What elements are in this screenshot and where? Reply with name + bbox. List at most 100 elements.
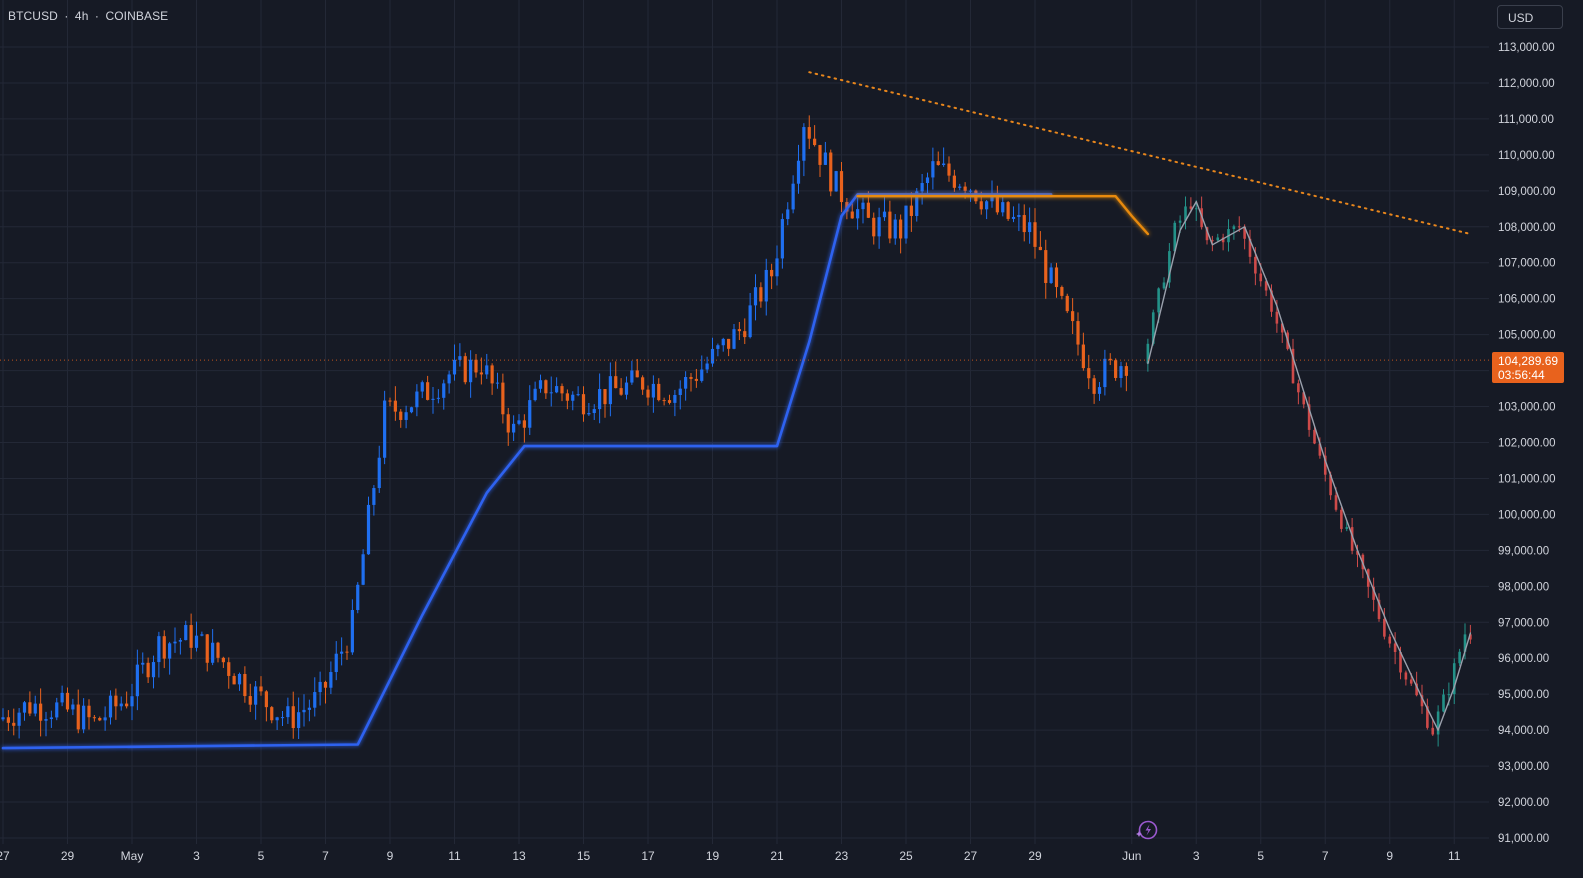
projection-candle-body	[1173, 222, 1177, 252]
candle-body	[1028, 222, 1032, 233]
candle-body	[399, 411, 403, 420]
candle-body	[162, 636, 166, 659]
candle-body	[807, 127, 811, 139]
projection-candle-body	[1307, 404, 1311, 430]
candle-body	[307, 707, 311, 710]
time-tick-label: 3	[193, 849, 200, 863]
candle-body	[963, 186, 967, 191]
candle-body	[565, 393, 569, 401]
time-axis: 27 29 May 3 5 7 9 11 13 15 17 19 21 23 25 27 29 Jun 3 5 7 9 11	[0, 849, 1461, 863]
time-tick-label: 9	[1386, 849, 1393, 863]
candle-body	[694, 378, 698, 381]
projection-candle-body	[1243, 226, 1246, 239]
candle-body	[716, 345, 720, 349]
candle-body	[829, 152, 833, 192]
candle-body	[662, 400, 666, 402]
price-tick-label: 91,000.00	[1498, 833, 1549, 845]
candle-body	[877, 217, 881, 237]
candle-body	[920, 183, 924, 192]
projection-candle-body	[1388, 636, 1392, 644]
candle-body	[44, 719, 48, 721]
candle-body	[431, 398, 435, 400]
candle-body	[189, 625, 193, 648]
sparkle-bolt-icon[interactable]	[1134, 818, 1160, 842]
candle-body	[1011, 216, 1016, 219]
candle-body	[108, 695, 113, 718]
projection-candle-body	[1291, 348, 1295, 384]
candle-body	[65, 692, 70, 710]
price-tick-label: 97,000.00	[1498, 617, 1549, 629]
price-tick-label: 108,000.00	[1498, 222, 1556, 234]
projection-candle-body	[1340, 509, 1343, 529]
candle-body	[571, 394, 575, 401]
candle-body	[506, 414, 510, 433]
candle-body	[915, 191, 919, 216]
price-tick-label: 102,000.00	[1498, 438, 1556, 450]
candle-body	[780, 219, 784, 259]
candle-body	[1119, 366, 1123, 378]
projection-candle-body	[1431, 727, 1435, 735]
projection-candle-body	[1248, 238, 1252, 257]
candle-body	[592, 409, 596, 414]
candle-body	[834, 171, 838, 192]
candle-body	[888, 211, 892, 239]
candle-body	[248, 696, 252, 705]
candle-body	[420, 382, 424, 392]
candle-body	[533, 388, 537, 401]
projection-candle-body	[1189, 206, 1193, 209]
candle-body	[227, 662, 231, 676]
projection-candle-body	[1237, 226, 1241, 228]
price-tick-label: 95,000.00	[1498, 689, 1549, 701]
candle-body	[823, 152, 827, 165]
projection-candle-body	[1356, 550, 1359, 555]
candle-body	[302, 709, 306, 713]
candle-body	[705, 363, 709, 370]
candle-body	[1108, 358, 1112, 361]
candle-body	[22, 702, 27, 713]
candle-body	[447, 374, 451, 384]
projection-candle-body	[1270, 290, 1273, 312]
currency-button[interactable]: USD	[1497, 5, 1563, 29]
projection-candle-body	[1280, 323, 1284, 333]
candle-body	[178, 640, 182, 642]
candle-body	[286, 706, 290, 718]
candle-body	[770, 269, 774, 277]
symbol-name: BTCUSD	[8, 9, 58, 23]
projection-candle-body	[1297, 383, 1300, 393]
candle-body	[759, 287, 763, 302]
projection-candle-body	[1254, 256, 1257, 274]
projection-candle-body	[1221, 237, 1225, 243]
projection-candle-body	[1178, 220, 1182, 223]
candle-body	[409, 407, 414, 413]
candle-body	[1124, 366, 1128, 376]
candle-body	[952, 175, 956, 188]
price-tick-label: 98,000.00	[1498, 581, 1549, 593]
time-tick-label: 7	[322, 849, 329, 863]
projection-candle-body	[1452, 663, 1456, 695]
legend-separator: ·	[64, 9, 69, 23]
projection-candle-body	[1436, 711, 1440, 735]
projection-candle-body	[1211, 240, 1214, 242]
candle-body	[899, 219, 903, 239]
candle-body	[979, 201, 983, 210]
candle-body	[388, 400, 392, 402]
projection-candle-body	[1415, 683, 1418, 696]
candle-body	[264, 691, 268, 708]
candle-body	[372, 488, 376, 505]
candle-body	[861, 202, 865, 210]
interval-label: 4h	[74, 9, 89, 23]
candle-body	[587, 413, 591, 415]
symbol-legend[interactable]: BTCUSD · 4h · COINBASE	[8, 9, 168, 23]
candle-body	[576, 394, 580, 396]
candle-body	[1006, 202, 1010, 219]
projection-candle-body	[1404, 672, 1408, 680]
candle-body	[1054, 267, 1059, 288]
candle-body	[549, 392, 553, 394]
candle-body	[925, 177, 930, 184]
candle-body	[141, 662, 145, 665]
projection-candle-body	[1334, 495, 1338, 510]
orange-resistance-line	[856, 195, 1150, 236]
candle-body	[205, 634, 209, 663]
